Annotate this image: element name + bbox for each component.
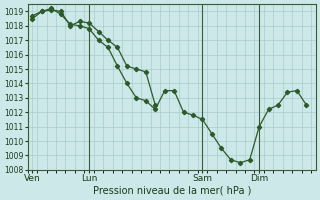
X-axis label: Pression niveau de la mer( hPa ): Pression niveau de la mer( hPa ) [92,186,251,196]
